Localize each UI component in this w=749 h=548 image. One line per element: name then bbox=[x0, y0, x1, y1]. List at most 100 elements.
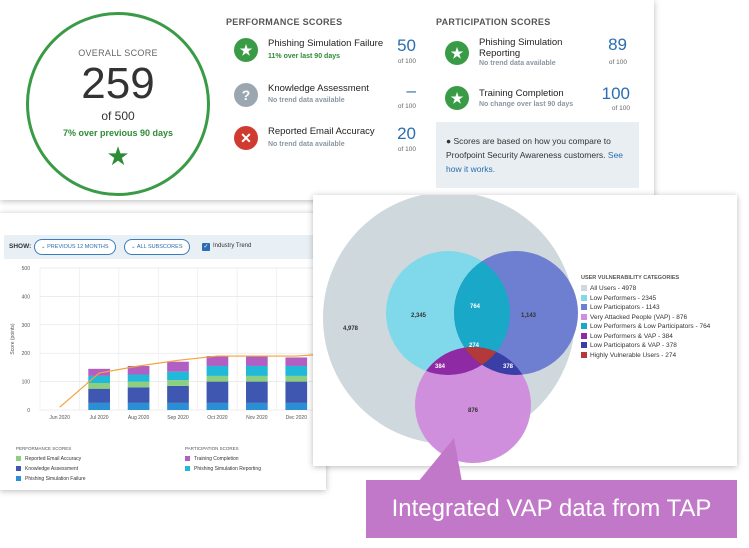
score-trend-chart: 0 100 200 300 400 500 Score (points) Jun 2020 Ju… bbox=[10, 266, 317, 421]
venn-legend-item[interactable]: Low Performers - 2345 bbox=[581, 294, 710, 304]
period-dropdown[interactable]: ⌄ PREVIOUS 12 MONTHS bbox=[34, 239, 116, 255]
venn-value-performers: 2,345 bbox=[411, 313, 427, 319]
score-of: of 100 bbox=[611, 105, 630, 112]
bar-segment bbox=[285, 375, 308, 382]
bar-segment bbox=[285, 402, 308, 410]
bar-segment bbox=[206, 365, 229, 376]
venn-legend-item[interactable]: Highly Vulnerable Users - 274 bbox=[581, 351, 710, 361]
legend-swatch bbox=[581, 332, 587, 339]
bar-segment bbox=[127, 402, 150, 410]
venn-value-participators: 1,143 bbox=[521, 313, 537, 319]
score-of: of 100 bbox=[397, 103, 416, 110]
venn-legend-item[interactable]: Low Participators - 1143 bbox=[581, 303, 710, 313]
venn-legend: USER VULNERABILITY CATEGORIES All Users … bbox=[581, 275, 710, 360]
x-tick-label: Oct 2020 bbox=[207, 415, 228, 421]
performance-legend: PERFORMANCE SCORES Reported Email Accura… bbox=[16, 446, 86, 485]
venn-legend-item[interactable]: All Users - 4978 bbox=[581, 284, 710, 294]
score-row-training-completion[interactable]: ★ Training Completion No change over las… bbox=[445, 84, 630, 118]
legend-label: Highly Vulnerable Users - 274 bbox=[590, 351, 677, 359]
legend-label: Training Completion bbox=[194, 456, 239, 462]
bar-segment bbox=[127, 387, 150, 403]
venn-legend-item[interactable]: Low Participators & VAP - 378 bbox=[581, 341, 710, 351]
score-trend: No change over last 90 days bbox=[479, 101, 574, 108]
legend-swatch bbox=[16, 456, 21, 461]
vap-banner: Integrated VAP data from TAP bbox=[366, 480, 737, 538]
score-row-phishing-failure[interactable]: ★ Phishing Simulation Failure 11% over l… bbox=[234, 36, 416, 70]
bar-segment bbox=[127, 365, 150, 375]
score-row-knowledge-assessment[interactable]: ? Knowledge Assessment No trend data ava… bbox=[234, 81, 416, 115]
bar-segment bbox=[285, 357, 308, 366]
score-value: 20 bbox=[397, 124, 416, 143]
legend-item[interactable]: Knowledge Assessment bbox=[16, 465, 86, 475]
bar-segment bbox=[167, 380, 189, 386]
info-icon: ● bbox=[446, 136, 452, 146]
legend-swatch bbox=[581, 351, 587, 358]
legend-swatch bbox=[581, 342, 587, 348]
legend-label: All Users - 4978 bbox=[590, 285, 637, 292]
x-tick-label: Nov 2020 bbox=[246, 415, 268, 421]
bar-segment bbox=[285, 365, 308, 376]
question-icon: ? bbox=[234, 83, 258, 107]
score-row-reported-email[interactable]: ✕ Reported Email Accuracy No trend data … bbox=[234, 124, 416, 158]
star-icon: ★ bbox=[106, 141, 130, 171]
y-tick-label: 200 bbox=[22, 351, 31, 357]
legend-label: Low Participators & VAP - 378 bbox=[590, 342, 677, 349]
see-how-link[interactable]: See how it works. bbox=[446, 150, 624, 174]
legend-swatch bbox=[581, 313, 587, 320]
score-row-phishing-reporting[interactable]: ★ Phishing Simulation Reporting No trend… bbox=[445, 35, 627, 69]
score-name: Reported Email Accuracy bbox=[268, 126, 375, 137]
subscores-dropdown[interactable]: ⌄ ALL SUBSCORES bbox=[124, 239, 190, 255]
venn-perf-part[interactable] bbox=[454, 251, 578, 375]
venn-legend-item[interactable]: Low Performers & Low Participators - 764 bbox=[581, 322, 710, 332]
score-value: 89 bbox=[608, 35, 627, 54]
score-name: Phishing Simulation Failure bbox=[268, 38, 384, 49]
bar-segment bbox=[246, 402, 268, 410]
legend-swatch bbox=[16, 476, 21, 481]
legend-swatch bbox=[185, 456, 190, 461]
bar-segment bbox=[285, 381, 308, 403]
legend-label: Low Performers - 2345 bbox=[590, 294, 657, 302]
industry-trend-line bbox=[59, 354, 317, 408]
legend-item[interactable]: Training Completion bbox=[185, 455, 261, 465]
venn-value-hvu: 274 bbox=[469, 343, 480, 349]
score-of: of 100 bbox=[397, 58, 416, 65]
bar-segment bbox=[167, 371, 189, 381]
score-value: – bbox=[406, 81, 416, 100]
star-check-icon: ★ bbox=[234, 38, 258, 62]
y-axis-label: Score (points) bbox=[10, 323, 16, 354]
legend-label: Low Participators - 1143 bbox=[590, 304, 660, 311]
bar-segment bbox=[127, 374, 150, 382]
overall-score-out-of: of 500 bbox=[101, 109, 135, 123]
legend-swatch bbox=[16, 466, 21, 471]
venn-value-part-vap: 378 bbox=[503, 364, 514, 370]
venn-value-perf-vap: 384 bbox=[435, 364, 446, 370]
legend-label: Very Attacked People (VAP) - 876 bbox=[590, 313, 688, 321]
legend-label: Knowledge Assessment bbox=[25, 466, 79, 472]
venn-value-all: 4,978 bbox=[343, 326, 359, 332]
legend-swatch bbox=[581, 323, 587, 329]
bar-segment bbox=[206, 402, 229, 410]
venn-vap[interactable] bbox=[415, 347, 531, 463]
performance-scores-title: PERFORMANCE SCORES bbox=[226, 17, 343, 27]
legend-label: Low Performers & Low Participators - 764 bbox=[590, 323, 711, 330]
score-of: of 100 bbox=[397, 146, 416, 153]
legend-item[interactable]: Phishing Simulation Reporting bbox=[185, 465, 261, 475]
legend-label: Phishing Simulation Failure bbox=[25, 476, 86, 482]
y-tick-label: 100 bbox=[22, 380, 31, 386]
legend-item[interactable]: Phishing Simulation Failure bbox=[16, 475, 86, 485]
bar-segment bbox=[246, 365, 268, 376]
bar-segment bbox=[167, 361, 189, 372]
venn-legend-item[interactable]: Low Performers & VAP - 384 bbox=[581, 332, 710, 342]
industry-trend-checkbox[interactable]: ✓ bbox=[202, 243, 210, 251]
bar-segment bbox=[167, 402, 189, 410]
legend-item[interactable]: Reported Email Accuracy bbox=[16, 455, 86, 465]
score-value: 50 bbox=[397, 36, 416, 55]
industry-trend-label: Industry Trend bbox=[213, 243, 252, 249]
period-dropdown-label: PREVIOUS 12 MONTHS bbox=[47, 244, 109, 250]
venn-legend-item[interactable]: Very Attacked People (VAP) - 876 bbox=[581, 313, 710, 323]
legend-swatch bbox=[581, 285, 587, 291]
bar-segment bbox=[206, 381, 229, 403]
scores-card: OVERALL SCORE 259 of 500 7% over previou… bbox=[0, 0, 654, 200]
bar-segment bbox=[127, 381, 150, 388]
x-tick-label: Aug 2020 bbox=[128, 415, 150, 421]
